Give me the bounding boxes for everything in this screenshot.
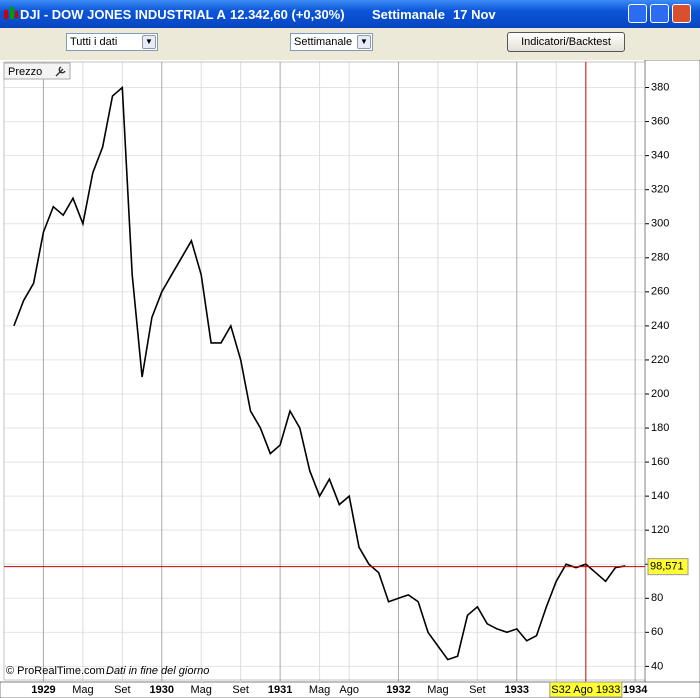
period: Settimanale bbox=[372, 7, 445, 22]
panel-title-box bbox=[3, 62, 71, 80]
range-select[interactable]: Tutti i dati ▼ bbox=[66, 33, 158, 51]
footer-note: Dati in fine del giorno bbox=[106, 665, 209, 677]
y-tick-label: 220 bbox=[651, 354, 669, 366]
y-tick-label: 240 bbox=[651, 320, 669, 332]
panel-title: Prezzo bbox=[8, 66, 42, 78]
x-tick-label: 1934 bbox=[623, 684, 648, 696]
close-button[interactable] bbox=[672, 4, 691, 23]
x-tick-label: 1932 bbox=[386, 684, 410, 696]
y-tick-label: 60 bbox=[651, 626, 663, 638]
y-tick-label: 360 bbox=[651, 115, 669, 127]
y-tick-label: 40 bbox=[651, 660, 663, 672]
x-tick-label: Set bbox=[114, 684, 131, 696]
y-tick-label: 340 bbox=[651, 150, 669, 162]
date: 17 Nov bbox=[453, 7, 496, 22]
cursor-label: S32 Ago 1933 bbox=[551, 684, 620, 696]
x-tick-label: Set bbox=[232, 684, 249, 696]
window-title: DJI - DOW JONES INDUSTRIAL A bbox=[20, 7, 226, 22]
plot-frame bbox=[3, 61, 646, 681]
chart-background bbox=[0, 60, 700, 698]
x-tick-label: 1929 bbox=[31, 684, 55, 696]
y-tick-label: 180 bbox=[651, 422, 669, 434]
toolbar: Tutti i dati ▼ Settimanale ▼ Indicatori/Ba… bbox=[0, 28, 700, 58]
y-axis-strip bbox=[644, 60, 700, 698]
x-tick-label: Mag bbox=[72, 684, 93, 696]
reference-label-box bbox=[647, 558, 689, 576]
x-tick-label: 1930 bbox=[150, 684, 174, 696]
interval-value: Settimanale bbox=[294, 36, 353, 48]
y-tick-label: 200 bbox=[651, 388, 669, 400]
title-bar: DJI - DOW JONES INDUSTRIAL A 12.342,60 (… bbox=[0, 0, 700, 28]
y-tick-label: 380 bbox=[651, 81, 669, 93]
footer-source: © ProRealTime.com bbox=[6, 665, 105, 677]
y-tick-label: 120 bbox=[651, 524, 669, 536]
x-tick-label: Ago bbox=[339, 684, 359, 696]
y-tick-label: 260 bbox=[651, 286, 669, 298]
chart: 4060801001201401601802002202402602803003… bbox=[0, 60, 700, 698]
y-tick-label: 300 bbox=[651, 218, 669, 230]
price-line bbox=[13, 85, 626, 661]
x-tick-label: 1933 bbox=[505, 684, 529, 696]
x-tick-label: Set bbox=[469, 684, 486, 696]
y-tick-label: 280 bbox=[651, 252, 669, 264]
reference-label: 98,571 bbox=[650, 561, 684, 573]
cursor-label-box bbox=[549, 681, 623, 698]
x-tick-label: Mag bbox=[309, 684, 330, 696]
minimize-button[interactable] bbox=[628, 4, 647, 23]
x-tick-label: Mag bbox=[427, 684, 448, 696]
y-tick-label: 320 bbox=[651, 184, 669, 196]
quote: 12.342,60 (+0,30%) bbox=[230, 7, 345, 22]
wrench-icon bbox=[55, 66, 66, 77]
dropdown-arrow: ▼ bbox=[142, 35, 156, 49]
dropdown-arrow: ▼ bbox=[357, 35, 371, 49]
y-tick-label: 140 bbox=[651, 490, 669, 502]
maximize-button[interactable] bbox=[650, 4, 669, 23]
interval-select[interactable]: Settimanale ▼ bbox=[290, 33, 373, 51]
x-axis-strip bbox=[0, 681, 700, 698]
app-icon bbox=[4, 7, 18, 19]
x-tick-label: Mag bbox=[191, 684, 212, 696]
range-value: Tutti i dati bbox=[70, 36, 118, 48]
y-tick-label: 160 bbox=[651, 456, 669, 468]
y-tick-label: 80 bbox=[651, 592, 663, 604]
indicators-button[interactable]: Indicatori/Backtest bbox=[507, 32, 625, 52]
x-tick-label: 1931 bbox=[268, 684, 292, 696]
